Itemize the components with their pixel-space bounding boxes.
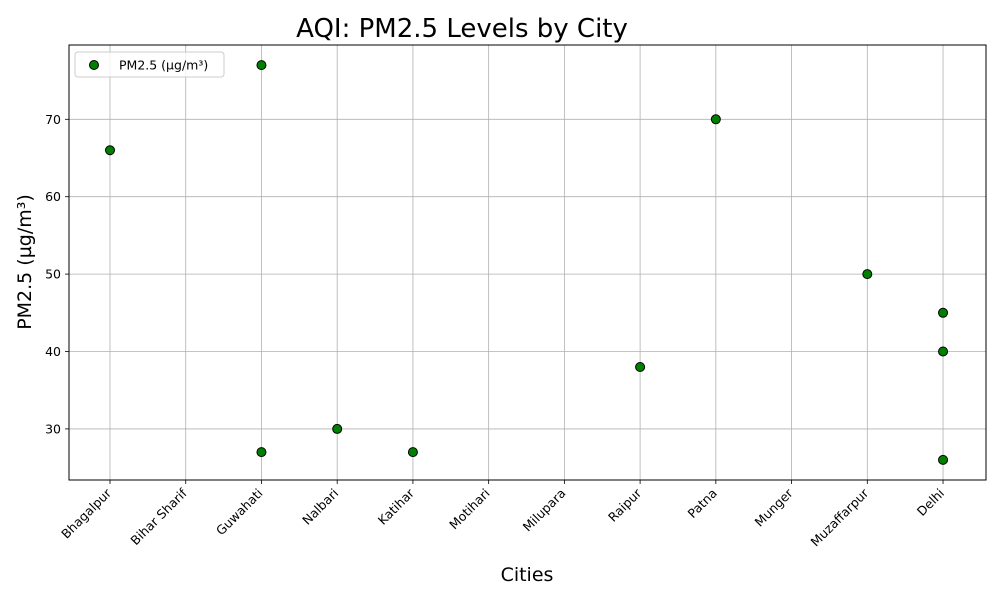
data-point [635,361,646,372]
x-tick-label: Patna [685,486,720,521]
y-tick-label: 50 [45,267,61,282]
y-tick-label: 60 [45,189,61,204]
plot-area-frame [68,44,987,481]
data-point [407,447,418,458]
y-tick-label: 40 [45,344,61,359]
legend-marker [89,60,99,70]
data-point [256,60,267,71]
x-axis-ticks: Bhagalpur Bihar Sharif Guwahati Nalbari Kati… [58,480,947,549]
data-point [710,114,721,125]
data-point [256,447,267,458]
data-point [105,145,115,156]
x-tick-label: Delhi [914,486,947,519]
chart-title: AQI: PM2.5 Levels by City [296,14,628,44]
data-points [105,60,949,465]
data-point [332,423,343,434]
x-tick-label: Guwahati [213,486,266,539]
data-point [938,454,949,465]
grid-lines [69,45,986,480]
legend: PM2.5 (µg/m³) [74,51,225,78]
y-axis-label: PM2.5 (µg/m³) [14,194,36,330]
x-tick-label: Bhagalpur [58,485,115,542]
x-axis-label: Cities [501,564,554,586]
x-tick-label: Katihar [375,485,418,528]
legend-label: PM2.5 (µg/m³) [119,58,208,73]
data-point [938,346,949,357]
x-tick-label: Bihar Sharif [127,485,190,548]
x-tick-label: Nalbari [299,486,341,528]
x-tick-label: Motihari [446,486,493,533]
x-tick-label: Milupara [520,486,569,535]
x-tick-label: Muzaffarpur [808,485,872,549]
data-point [862,269,873,280]
y-tick-label: 30 [45,421,61,436]
x-tick-label: Munger [752,485,797,530]
legend-box [74,51,225,78]
y-tick-label: 70 [45,112,61,127]
y-axis-ticks: 30 40 50 60 70 [45,112,69,436]
data-point [938,307,949,318]
x-tick-label: Raipur [605,485,645,525]
